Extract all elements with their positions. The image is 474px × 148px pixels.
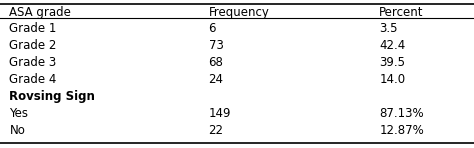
Text: 42.4: 42.4 xyxy=(379,39,405,52)
Text: 12.87%: 12.87% xyxy=(379,124,424,137)
Text: Grade 3: Grade 3 xyxy=(9,56,57,69)
Text: Frequency: Frequency xyxy=(209,6,269,19)
Text: 39.5: 39.5 xyxy=(379,56,405,69)
Text: 68: 68 xyxy=(209,56,223,69)
Text: 24: 24 xyxy=(209,73,224,86)
Text: Percent: Percent xyxy=(379,6,424,19)
Text: 14.0: 14.0 xyxy=(379,73,405,86)
Text: 149: 149 xyxy=(209,107,231,120)
Text: 73: 73 xyxy=(209,39,223,52)
Text: Rovsing Sign: Rovsing Sign xyxy=(9,90,95,103)
Text: Yes: Yes xyxy=(9,107,28,120)
Text: 22: 22 xyxy=(209,124,224,137)
Text: Grade 2: Grade 2 xyxy=(9,39,57,52)
Text: Grade 1: Grade 1 xyxy=(9,22,57,35)
Text: 3.5: 3.5 xyxy=(379,22,398,35)
Text: ASA grade: ASA grade xyxy=(9,6,72,19)
Text: 6: 6 xyxy=(209,22,216,35)
Text: No: No xyxy=(9,124,25,137)
Text: 87.13%: 87.13% xyxy=(379,107,424,120)
Text: Grade 4: Grade 4 xyxy=(9,73,57,86)
